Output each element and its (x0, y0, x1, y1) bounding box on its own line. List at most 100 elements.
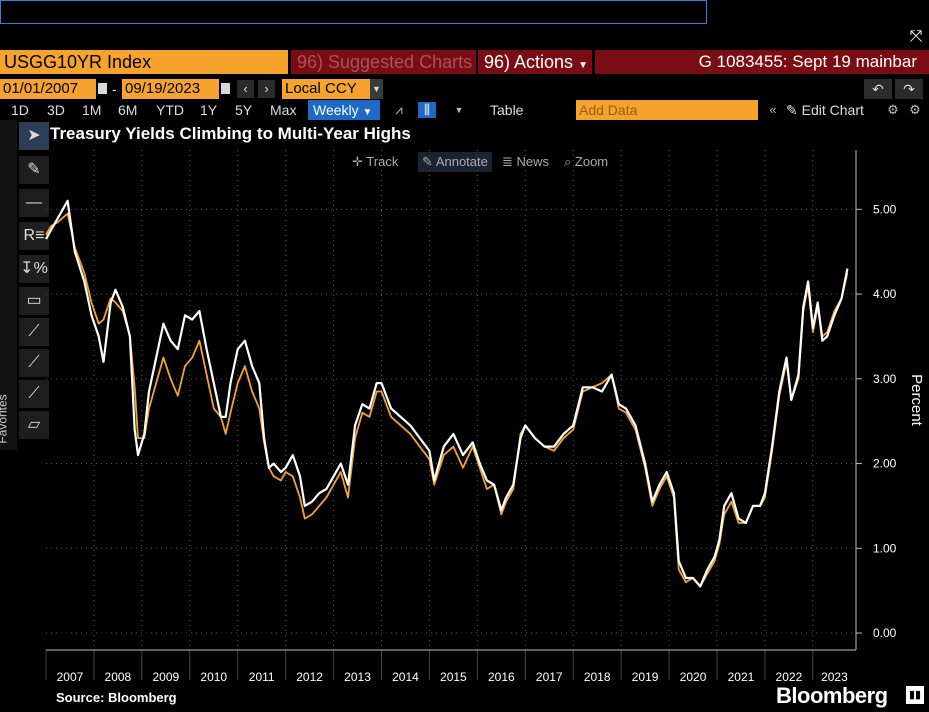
bar-chart-icon[interactable]: ⫼ (418, 102, 436, 118)
redo-icon[interactable]: ↷ (895, 79, 923, 99)
retracement-tool-icon[interactable]: R≡ (19, 222, 49, 250)
period-1y[interactable]: 1Y (200, 102, 218, 118)
crosshair-icon: ✛ (352, 154, 363, 169)
period-5y[interactable]: 5Y (235, 102, 253, 118)
chart-id-title: G 1083455: Sept 19 mainbar (595, 50, 929, 74)
command-line-input[interactable] (0, 0, 707, 24)
currency-select[interactable]: Local CCY (282, 79, 370, 99)
x-tick-label: 2015 (440, 670, 467, 684)
security-ticker-field[interactable]: USGG10YR Index (0, 50, 288, 74)
track-label: Track (366, 154, 399, 169)
x-tick-label: 2018 (584, 670, 611, 684)
end-date-input[interactable]: 09/19/2023 (122, 79, 219, 99)
zoom-label: Zoom (574, 154, 609, 169)
edit-chart-button[interactable]: ✎ Edit Chart (786, 100, 864, 120)
x-tick-label: 2017 (536, 670, 563, 684)
series-line-orange (45, 212, 849, 588)
collapse-icon[interactable]: « (769, 102, 777, 117)
grid-layer (46, 150, 856, 650)
frequency-select[interactable]: Weekly ▼ (308, 100, 380, 120)
magnifier-icon: ⌕ (564, 154, 572, 169)
calendar-icon[interactable] (221, 83, 230, 94)
table-button[interactable]: Table (490, 102, 524, 118)
period-6m[interactable]: 6M (118, 102, 138, 118)
date-separator: - (112, 81, 117, 97)
channel-tool-icon[interactable]: ▱ (19, 411, 49, 439)
annotate-button[interactable]: ✎ Annotate (418, 152, 492, 172)
x-tick-label: 2007 (57, 670, 84, 684)
line-chart-icon[interactable]: ⩘ (395, 102, 403, 117)
x-tick-label: 2009 (152, 670, 179, 684)
y-tick-label: 0.00 (873, 626, 897, 640)
x-tick-label: 2012 (296, 670, 323, 684)
chevron-left-icon[interactable]: ‹ (237, 80, 254, 98)
chevron-right-icon[interactable]: › (258, 80, 275, 98)
settings-icon[interactable]: ⚙ (887, 102, 899, 117)
x-tick-label: 2020 (680, 670, 707, 684)
chevron-down-icon[interactable]: ▼ (370, 79, 383, 99)
trendline-tool-icon[interactable]: ⟋ (19, 318, 49, 346)
series-layer (45, 199, 849, 588)
pointer-tool-icon[interactable]: ➤ (19, 122, 49, 150)
add-data-input[interactable]: Add Data (576, 100, 758, 120)
news-icon: ≣ (502, 154, 513, 169)
period-1d[interactable]: 1D (11, 102, 29, 118)
pen-tool-icon[interactable]: ✎ (19, 156, 49, 184)
undo-icon[interactable]: ↶ (864, 79, 892, 99)
ray-tool-icon[interactable]: ⟋ (19, 349, 49, 377)
annotate-label: Annotate (435, 154, 488, 169)
pop-out-icon[interactable]: ⤧ (909, 28, 923, 45)
period-ytd[interactable]: YTD (156, 102, 184, 118)
y-tick-label: 4.00 (873, 287, 897, 301)
x-tick-label: 2016 (488, 670, 515, 684)
period-max[interactable]: Max (270, 102, 297, 118)
y-axis-label: Percent (908, 374, 925, 427)
suggested-charts-button[interactable]: 96) Suggested Charts (291, 50, 476, 74)
x-tick-label: 2014 (392, 670, 419, 684)
chevron-down-icon: ▼ (578, 60, 588, 71)
header-bar: USGG10YR Index 96) Suggested Charts 96) … (0, 50, 929, 74)
start-date-input[interactable]: 01/01/2007 (0, 79, 96, 99)
favorites-sidebar[interactable]: Favorites (0, 120, 17, 450)
rectangle-tool-icon[interactable]: ▭ (19, 287, 49, 315)
x-tick-label: 2023 (821, 670, 848, 684)
y-tick-label: 1.00 (873, 541, 897, 555)
series-line-white (45, 199, 849, 588)
extended-line-tool-icon[interactable]: ⟋ (19, 380, 49, 408)
source-note: Source: Bloomberg (56, 690, 177, 705)
y-tick-label: 2.00 (873, 457, 897, 471)
track-button[interactable]: ✛ Track (352, 152, 398, 172)
pencil-icon: ✎ (786, 102, 798, 118)
period-1m[interactable]: 1M (82, 102, 102, 118)
date-range-bar: 01/01/2007 - 09/19/2023 ‹ › Local CCY ▼ … (0, 79, 929, 99)
chevron-down-icon[interactable]: ▼ (454, 105, 464, 115)
horizontal-line-tool-icon[interactable]: — (19, 189, 49, 217)
percent-tool-icon[interactable]: ↧% (19, 255, 49, 283)
actions-label: 96) Actions (484, 52, 574, 72)
x-tick-label: 2008 (105, 670, 132, 684)
bloomberg-app-icon: ▮▮ (906, 686, 924, 704)
zoom-button[interactable]: ⌕ Zoom (564, 152, 608, 172)
x-tick-label: 2011 (249, 670, 275, 684)
period-3d[interactable]: 3D (47, 102, 65, 118)
x-tick-label: 2010 (200, 670, 227, 684)
gear-icon[interactable]: ⚙ (909, 102, 921, 117)
edit-chart-label: Edit Chart (801, 102, 864, 118)
x-tick-label: 2022 (776, 670, 803, 684)
actions-menu-button[interactable]: 96) Actions ▼ (478, 50, 592, 74)
chart-title: Treasury Yields Climbing to Multi-Year H… (50, 124, 411, 143)
news-label: News (516, 154, 550, 169)
axis-layer: 0.00 1.00 2.00 3.00 4.00 5.00 2007 2008 2009 2010… (45, 150, 925, 684)
chart-toolbar: 1D 3D 1M 6M YTD 1Y 5Y Max Weekly ▼ ⩘ ⫼ ▼… (0, 100, 929, 120)
y-tick-label: 3.00 (873, 372, 897, 386)
y-tick-label: 5.00 (873, 202, 897, 216)
chevron-down-icon: ▼ (362, 107, 373, 118)
news-button[interactable]: ≣ News (502, 152, 549, 172)
x-tick-label: 2021 (728, 670, 755, 684)
frequency-label: Weekly (313, 102, 359, 118)
bloomberg-logo: Bloomberg (776, 683, 888, 708)
x-tick-label: 2019 (632, 670, 659, 684)
calendar-icon[interactable] (98, 83, 107, 94)
pencil-icon: ✎ (422, 154, 433, 169)
